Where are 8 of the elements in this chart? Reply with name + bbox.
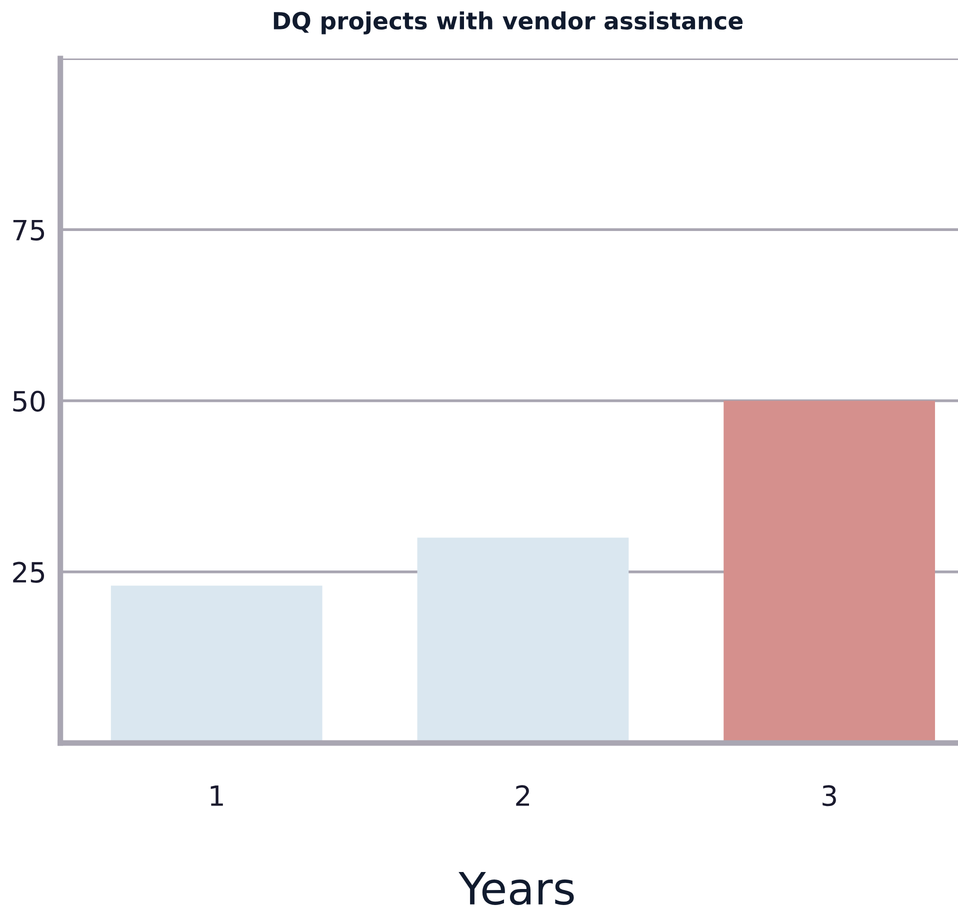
x-axis-title: Years (458, 872, 574, 906)
chart-title: DQ projects with vendor assistance (274, 11, 743, 34)
x-tick-label: 2 (516, 785, 530, 806)
y-tick-label: 50 (13, 390, 45, 412)
y-tick-label: 25 (13, 562, 44, 583)
y-tick-label: 75 (13, 220, 44, 241)
x-tick-label: 1 (210, 786, 223, 806)
x-tick-label: 3 (822, 785, 836, 806)
